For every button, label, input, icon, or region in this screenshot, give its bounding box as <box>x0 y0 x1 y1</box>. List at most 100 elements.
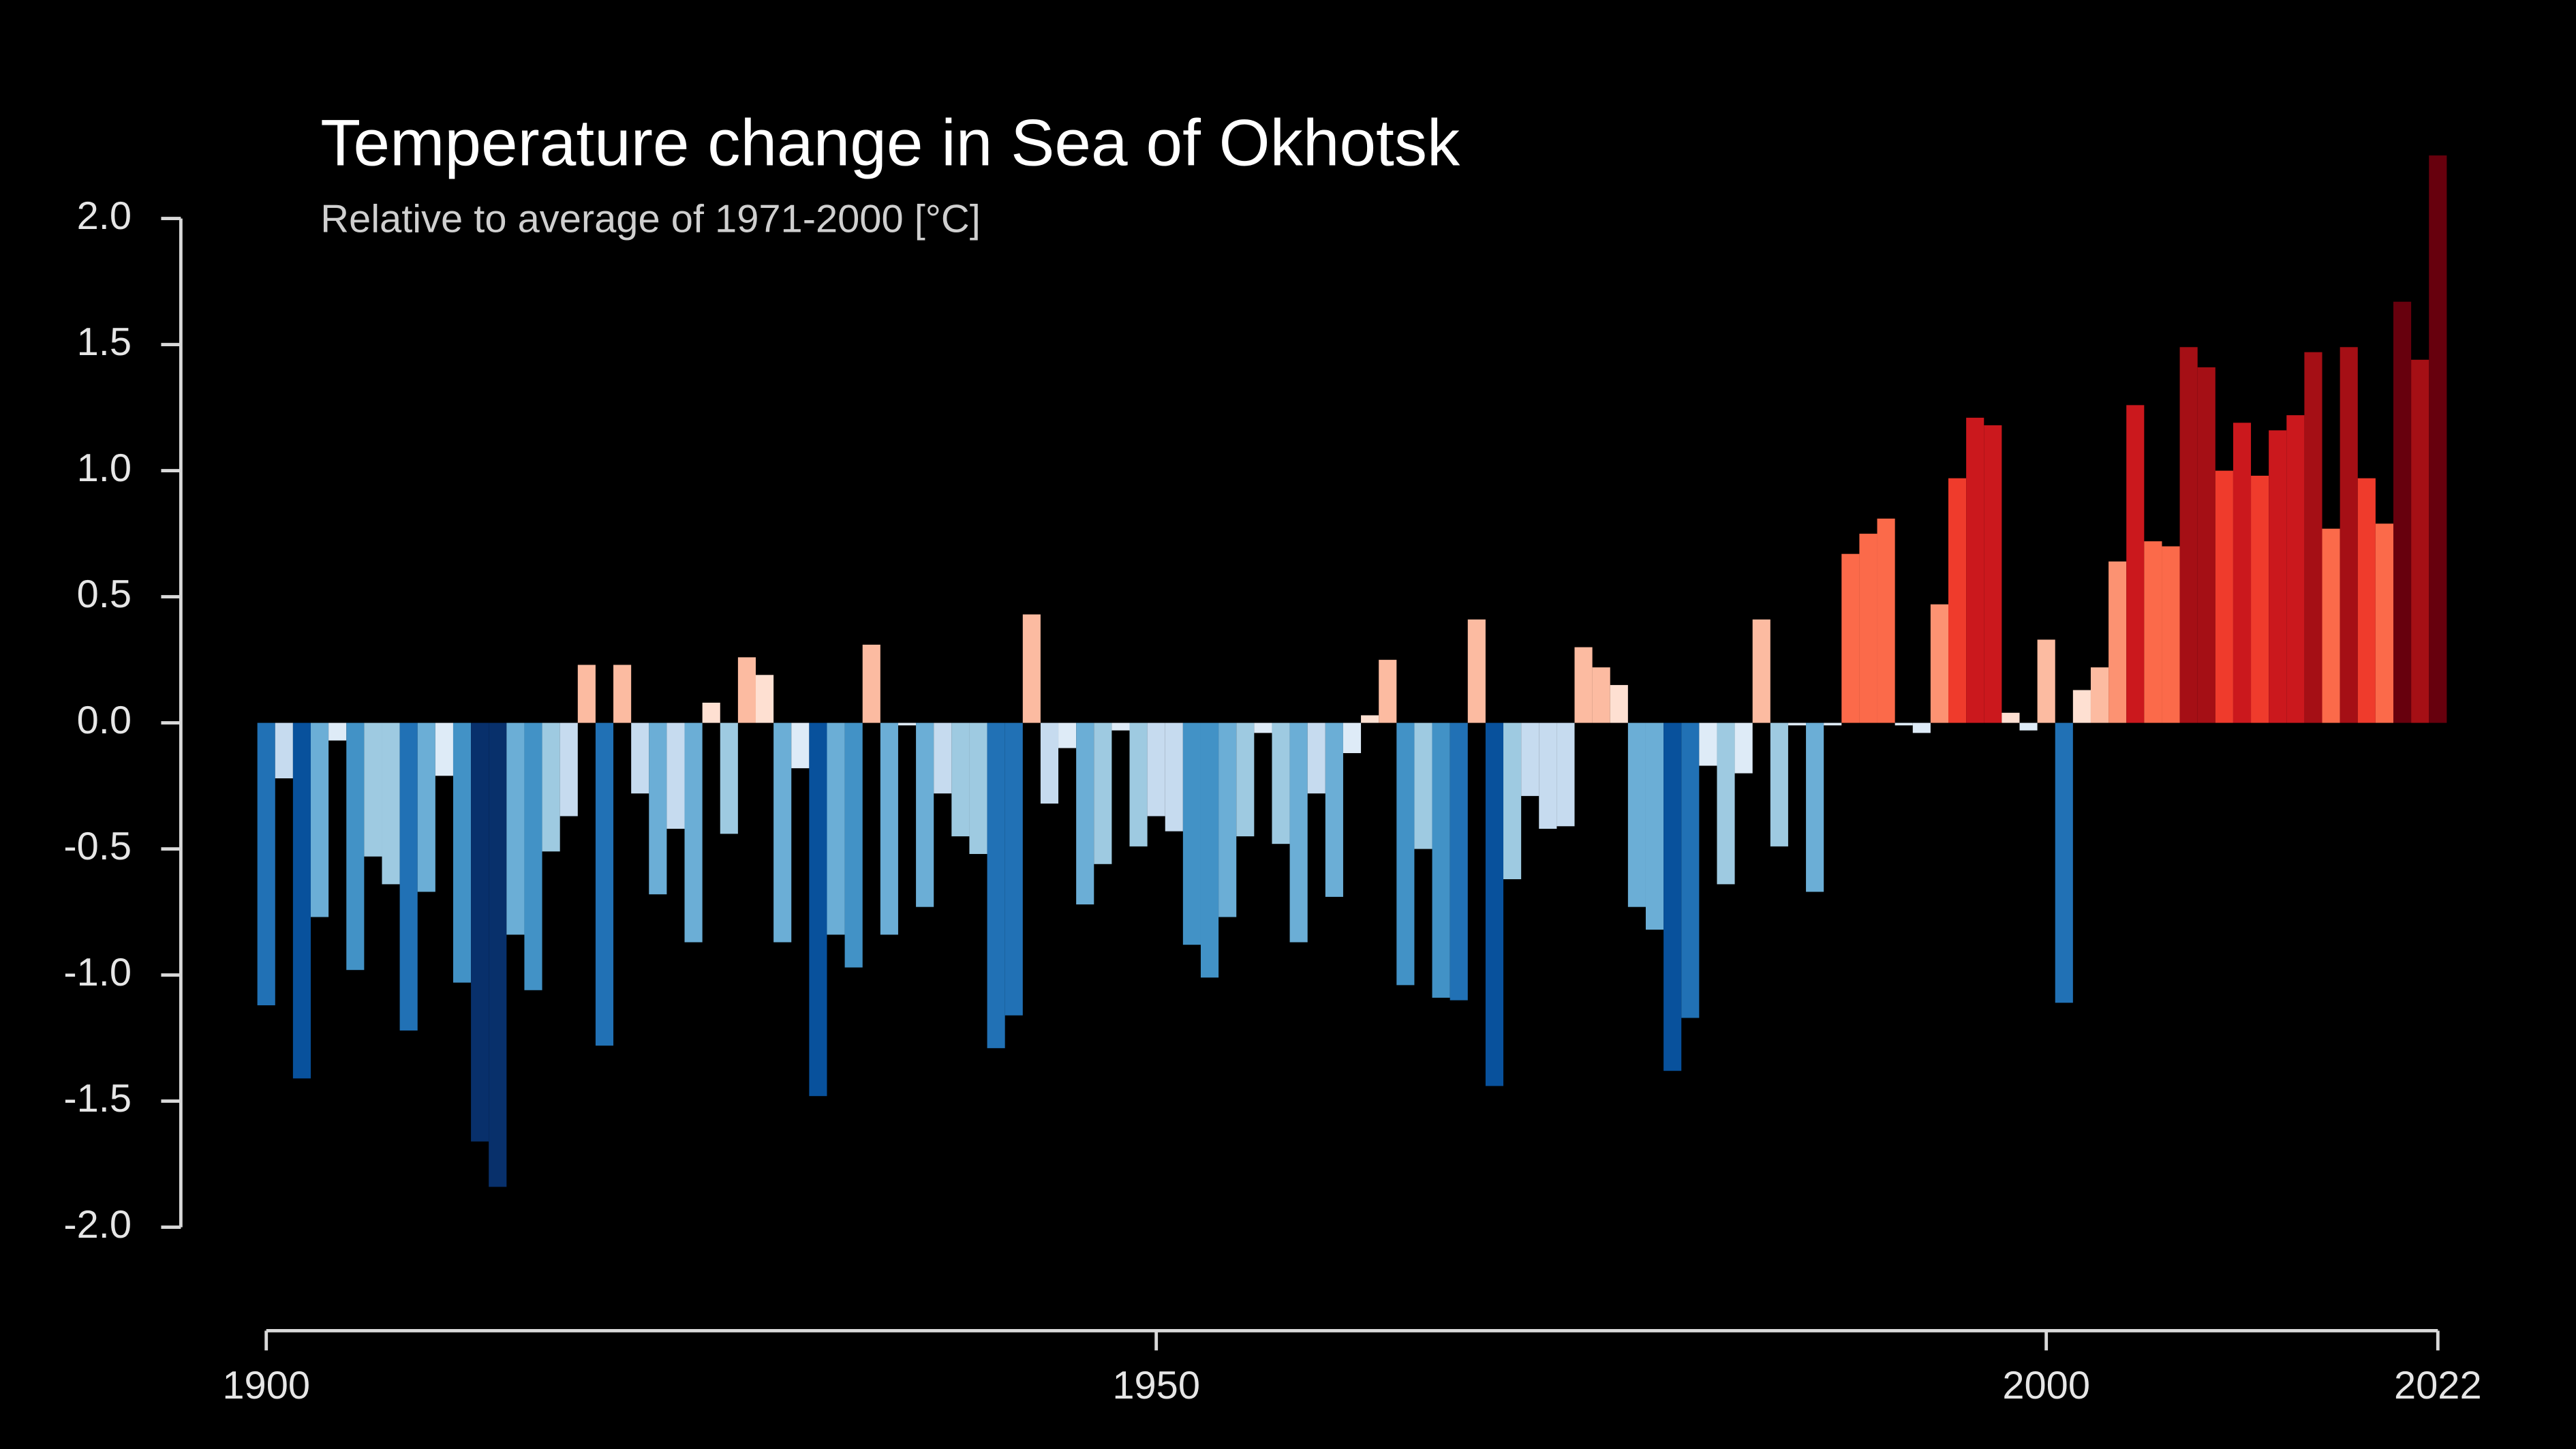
bar <box>1254 722 1272 733</box>
bar <box>1788 722 1807 726</box>
bar <box>1521 722 1539 796</box>
bar <box>1984 425 2002 723</box>
chart-title: Temperature change in Sea of Okhotsk <box>320 106 1460 179</box>
bar <box>1539 722 1557 829</box>
bar <box>1859 534 1877 723</box>
bar <box>2179 347 2198 723</box>
bar <box>1396 722 1415 986</box>
bar <box>1272 722 1290 844</box>
bar <box>1450 722 1468 1001</box>
bar <box>577 665 596 723</box>
x-tick-label: 1900 <box>222 1364 310 1407</box>
bar <box>791 722 810 769</box>
bar <box>862 644 880 723</box>
bar <box>1379 660 1397 723</box>
bar <box>880 722 898 935</box>
bar <box>969 722 987 854</box>
bar <box>1361 715 1379 723</box>
bar <box>1414 722 1432 849</box>
bar <box>417 722 435 892</box>
bar <box>2233 423 2252 723</box>
y-tick-label: 0.0 <box>77 699 132 742</box>
bar <box>1129 722 1148 846</box>
bar <box>506 722 525 935</box>
bar <box>1289 722 1308 943</box>
y-tick-label: 0.5 <box>77 573 132 616</box>
bar <box>2340 347 2358 723</box>
bar <box>1717 722 1735 885</box>
bar <box>1627 722 1646 907</box>
bar <box>1930 604 1949 723</box>
bar <box>311 722 329 917</box>
y-tick-label: -2.0 <box>63 1203 132 1247</box>
bar <box>934 722 952 794</box>
chart-subtitle: Relative to average of 1971-2000 [°C] <box>320 198 981 241</box>
x-tick-label: 2000 <box>2002 1364 2090 1407</box>
bar <box>827 722 845 935</box>
bar <box>2090 667 2109 723</box>
bar <box>1681 722 1700 1018</box>
bar <box>666 722 685 829</box>
bar <box>702 702 720 723</box>
bar <box>2037 639 2055 723</box>
bar <box>2019 722 2038 731</box>
bar <box>2269 430 2287 723</box>
bar <box>2215 470 2233 723</box>
bar <box>951 722 970 837</box>
bar <box>2144 541 2162 723</box>
bar <box>1912 722 1931 733</box>
bar <box>364 722 382 857</box>
bar <box>2251 475 2269 723</box>
x-tick-label: 1950 <box>1112 1364 1200 1407</box>
bar <box>1610 685 1628 723</box>
bar <box>489 722 507 1187</box>
bar <box>1076 722 1094 904</box>
bar <box>1022 614 1041 723</box>
bar <box>382 722 400 885</box>
bar <box>1218 722 1237 917</box>
bar <box>542 722 560 852</box>
bar <box>1734 722 1753 774</box>
bar <box>1752 619 1770 723</box>
bar <box>1058 722 1077 748</box>
bar <box>2429 155 2447 723</box>
bar <box>1236 722 1255 837</box>
bar <box>524 722 542 990</box>
bar <box>1111 722 1130 731</box>
bar <box>649 722 667 895</box>
bar <box>346 722 365 971</box>
bar <box>1005 722 1023 1016</box>
bar <box>1147 722 1165 817</box>
bar <box>720 722 738 834</box>
bar <box>2304 352 2322 723</box>
bar <box>1165 722 1183 832</box>
y-tick-label: -1.0 <box>63 951 132 994</box>
bar <box>809 722 827 1097</box>
bar <box>1182 722 1201 945</box>
bar <box>1432 722 1450 998</box>
bar <box>2322 528 2340 723</box>
bar <box>292 722 311 1079</box>
bar <box>916 722 934 907</box>
bar <box>2126 405 2145 723</box>
bar <box>1592 667 1610 723</box>
bar <box>1094 722 1112 864</box>
bar <box>1895 722 1913 726</box>
bar <box>1645 722 1664 930</box>
bar <box>257 722 275 1005</box>
bar <box>1770 722 1788 846</box>
bar <box>2055 722 2073 1003</box>
bar <box>1200 722 1219 978</box>
bar <box>1040 722 1059 804</box>
bar <box>631 722 649 794</box>
y-tick-label: 2.0 <box>77 194 132 238</box>
y-tick-label: 1.5 <box>77 320 132 364</box>
bar <box>1557 722 1575 827</box>
bar <box>2411 359 2429 723</box>
bar <box>1699 722 1717 766</box>
x-tick-label: 2022 <box>2394 1364 2482 1407</box>
bar <box>1877 518 1895 723</box>
bar <box>1574 647 1593 723</box>
bar <box>1485 722 1504 1086</box>
